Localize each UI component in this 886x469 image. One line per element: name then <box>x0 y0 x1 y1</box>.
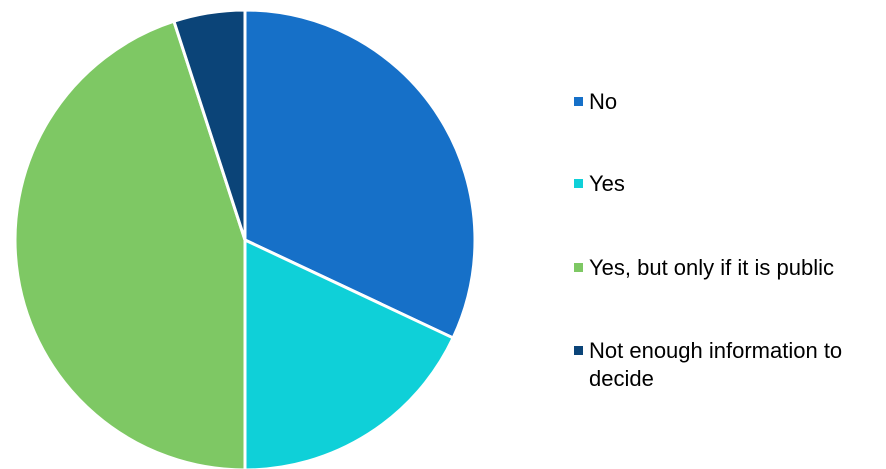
pie-chart <box>13 8 477 469</box>
legend-item-no: No <box>574 88 869 116</box>
legend-item-yes: Yes <box>574 170 869 198</box>
legend-label: No <box>589 89 618 114</box>
legend-label: Yes <box>589 171 625 196</box>
pie-slice-not-enough-info <box>172 8 247 242</box>
legend-item-not-enough-info: Not enough information to decide <box>574 337 859 393</box>
pie-slice-yes <box>243 238 455 469</box>
pie-slice-yes-public <box>13 19 247 469</box>
legend-swatch-yes-public <box>574 263 583 272</box>
pie-slice-no <box>243 8 477 340</box>
legend-swatch-not-enough-info <box>574 346 583 355</box>
legend-item-yes-public: Yes, but only if it is public <box>574 254 849 282</box>
legend-swatch-no <box>574 97 583 106</box>
legend-label: Not enough information to decide <box>589 338 843 391</box>
legend-swatch-yes <box>574 179 583 188</box>
legend-label: Yes, but only if it is public <box>589 255 834 280</box>
